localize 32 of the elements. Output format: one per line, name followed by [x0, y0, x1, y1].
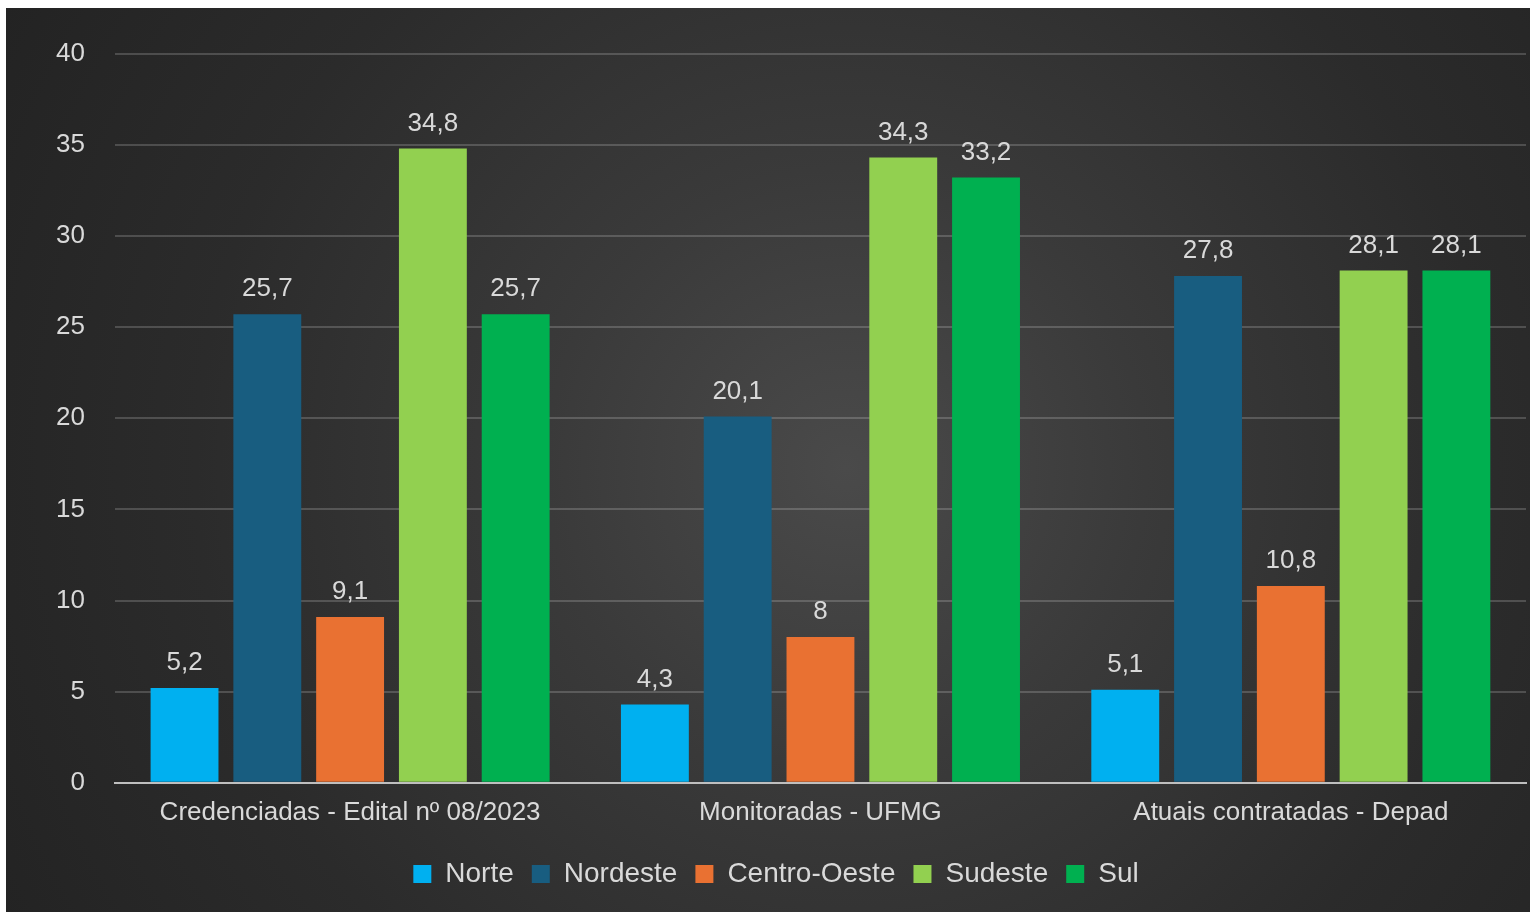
y-tick-label: 15	[56, 492, 85, 523]
data-label: 25,7	[242, 272, 293, 303]
x-tick-label: Credenciadas - Edital nº 08/2023	[159, 795, 541, 826]
data-label: 34,8	[407, 106, 459, 137]
data-label: 8	[813, 595, 828, 626]
legend-label: Sudeste	[945, 856, 1049, 888]
data-label: 10,8	[1265, 544, 1317, 575]
y-tick-label: 20	[56, 401, 85, 432]
data-label: 34,3	[877, 115, 929, 146]
data-label: 28,1	[1431, 228, 1482, 259]
legend-label: Centro-Oeste	[727, 856, 896, 888]
data-label: 33,2	[960, 135, 1012, 166]
legend-label: Nordeste	[563, 856, 678, 888]
data-label: 28,1	[1348, 228, 1399, 259]
y-tick-label: 5	[70, 674, 85, 705]
y-tick-label: 40	[56, 36, 85, 67]
y-tick-label: 25	[56, 310, 85, 341]
x-tick-label: Atuais contratadas - Depad	[1133, 795, 1449, 826]
data-label: 27,8	[1182, 234, 1234, 265]
legend-label: Sul	[1098, 856, 1139, 888]
y-tick-label: 0	[70, 765, 85, 796]
y-tick-label: 35	[56, 127, 85, 158]
y-tick-label: 30	[56, 219, 85, 250]
y-tick-label: 10	[56, 583, 85, 614]
x-tick-label: Monitoradas - UFMG	[699, 795, 942, 826]
data-label: 5,1	[1107, 648, 1144, 678]
legend-label: Norte	[445, 856, 514, 888]
data-label: 5,2	[166, 646, 203, 677]
data-label: 20,1	[712, 374, 763, 405]
data-label: 4,3	[636, 662, 673, 693]
data-label: 9,1	[332, 575, 369, 606]
data-label: 25,7	[490, 272, 541, 303]
